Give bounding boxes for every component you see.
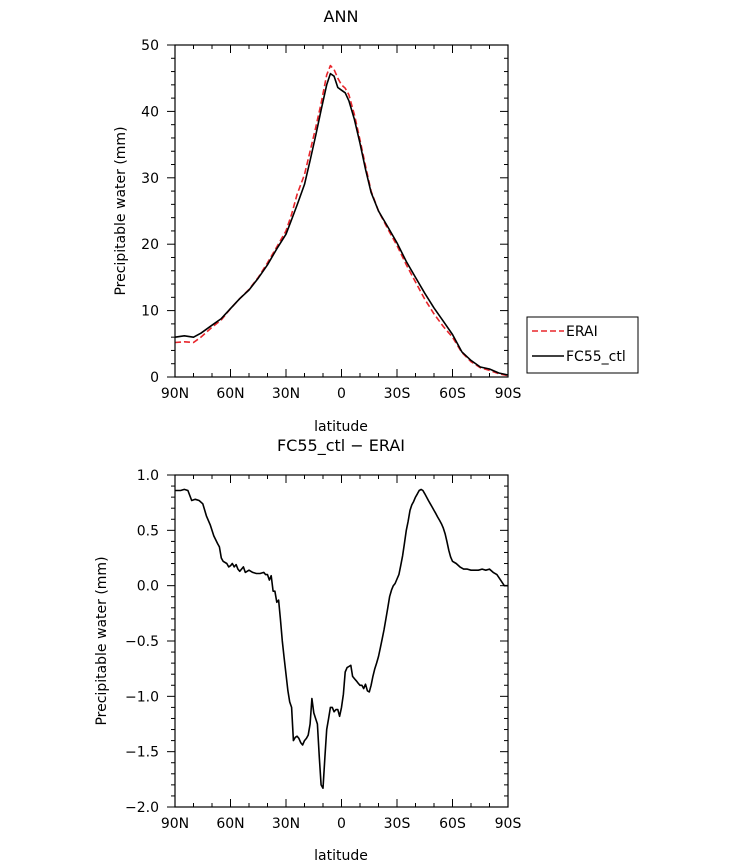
y-axis-label: Precipitable water (mm) [113, 126, 129, 295]
x-tick-label: 60N [216, 386, 244, 402]
y-tick-label: −1.5 [125, 745, 159, 761]
series-line-erai [174, 64, 509, 377]
y-tick-label: 50 [141, 38, 159, 54]
x-tick-label: 90S [495, 386, 522, 402]
x-tick-label: 90N [161, 816, 189, 832]
x-tick-label: 60S [439, 386, 466, 402]
plot-frame [174, 44, 509, 378]
panel-title: ANN [324, 7, 359, 26]
x-axis-label: latitude [314, 419, 368, 435]
y-tick-label: 30 [141, 171, 159, 187]
x-tick-label: 0 [337, 386, 346, 402]
plot-frame [174, 474, 509, 808]
y-tick-label: −2.0 [125, 800, 159, 816]
x-axis-label: latitude [314, 848, 368, 864]
y-tick-label: 0 [150, 370, 159, 386]
y-axis-label: Precipitable water (mm) [94, 556, 110, 725]
y-tick-label: 0.5 [137, 523, 159, 539]
x-tick-label: 90S [495, 816, 522, 832]
x-tick-label: 30N [272, 816, 300, 832]
y-tick-label: 1.0 [137, 468, 159, 484]
y-tick-label: 40 [141, 104, 159, 120]
y-tick-label: 20 [141, 237, 159, 253]
x-tick-label: 90N [161, 386, 189, 402]
tick-layer: 90N 60N 30N 0 30S 60S 90S 0 10 20 30 40 50 [141, 38, 521, 402]
legend-box [526, 316, 639, 374]
y-tick-label: 10 [141, 304, 159, 320]
panel-title: FC55_ctl − ERAI [277, 436, 405, 456]
x-tick-label: 30N [272, 386, 300, 402]
x-tick-label: 30S [384, 816, 411, 832]
x-tick-label: 60N [216, 816, 244, 832]
legend: ERAI FC55_ctl [526, 316, 639, 374]
legend-label-fc55-ctl: FC55_ctl [566, 349, 626, 365]
series-line-fc55-ctl [174, 72, 509, 376]
y-tick-label: 0.0 [137, 579, 159, 595]
y-tick-label: −1.0 [125, 689, 159, 705]
difference-panel: FC55_ctl − ERAI 90N 60N 30N 0 30S 60S 90S −2.0 −… [94, 436, 521, 864]
tick-layer: 90N 60N 30N 0 30S 60S 90S −2.0 −1.5 −1.0 −0.5 0.0 0.… [125, 468, 521, 832]
x-tick-label: 0 [337, 816, 346, 832]
series-layer [174, 64, 509, 377]
precipitable-water-panel: ANN 90N 60N 30N 0 30S 60S 90S 0 10 20 30 40 50 latit… [113, 7, 639, 435]
series-line-difference [175, 488, 508, 789]
x-tick-label: 60S [439, 816, 466, 832]
y-tick-label: −0.5 [125, 634, 159, 650]
series-layer [175, 488, 508, 789]
x-tick-label: 30S [384, 386, 411, 402]
legend-label-erai: ERAI [566, 324, 598, 340]
